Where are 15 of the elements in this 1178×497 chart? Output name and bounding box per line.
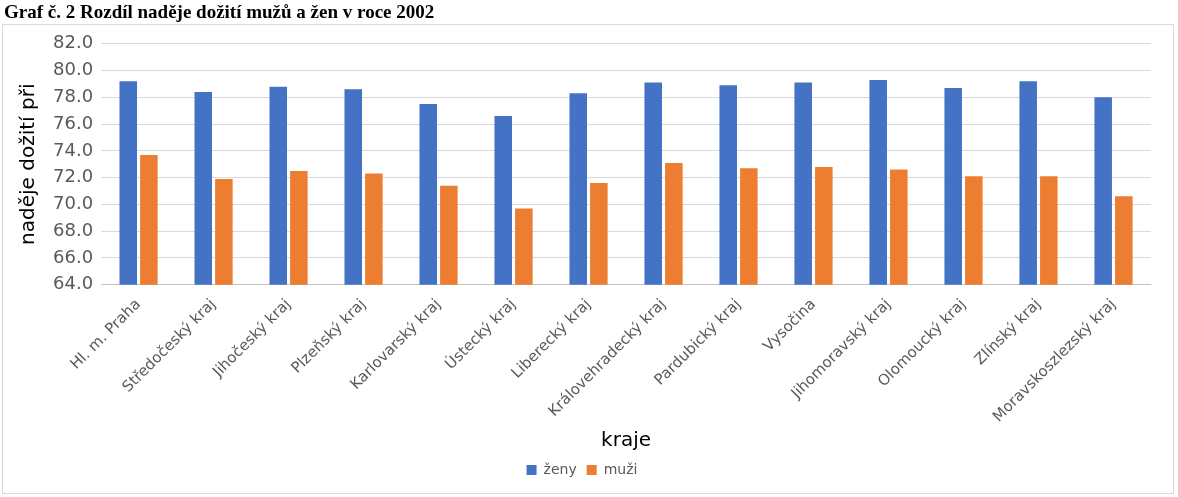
y-tick-label: 66.0 bbox=[53, 245, 94, 267]
y-tick-label: 68.0 bbox=[53, 218, 94, 240]
y-tick-label: 78.0 bbox=[53, 85, 94, 106]
legend-label: ženy bbox=[543, 460, 577, 477]
y-axis-title: naděje dožití při bbox=[15, 83, 40, 245]
y-tick-label: 76.0 bbox=[53, 111, 94, 133]
chart-title: Graf č. 2 Rozdíl naděje dožití mužů a žen v roce 2002 bbox=[3, 0, 436, 24]
y-tick-label: 64.0 bbox=[53, 272, 94, 294]
legend-label: muži bbox=[603, 460, 638, 477]
y-tick-label: 74.0 bbox=[53, 138, 94, 160]
y-tick-label: 82.0 bbox=[53, 31, 94, 53]
y-tick-label: 80.0 bbox=[53, 58, 94, 80]
y-tick-label: 72.0 bbox=[53, 165, 94, 187]
y-tick-label: 70.0 bbox=[53, 192, 94, 214]
x-axis-title: kraje bbox=[601, 427, 651, 452]
